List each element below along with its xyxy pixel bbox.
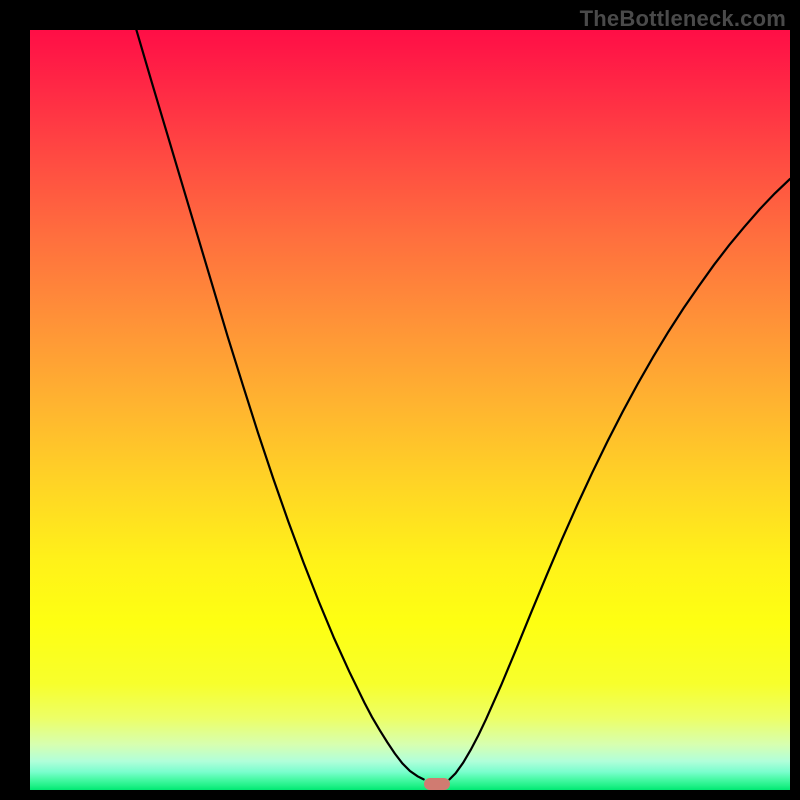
curve-left-branch	[136, 30, 423, 779]
bottleneck-curve-svg	[30, 30, 790, 790]
plot-area	[30, 30, 790, 790]
watermark-text: TheBottleneck.com	[580, 6, 786, 32]
optimum-marker	[424, 778, 450, 790]
chart-container: { "chart": { "type": "line", "canvas": {…	[0, 0, 800, 800]
curve-right-branch	[450, 179, 790, 779]
